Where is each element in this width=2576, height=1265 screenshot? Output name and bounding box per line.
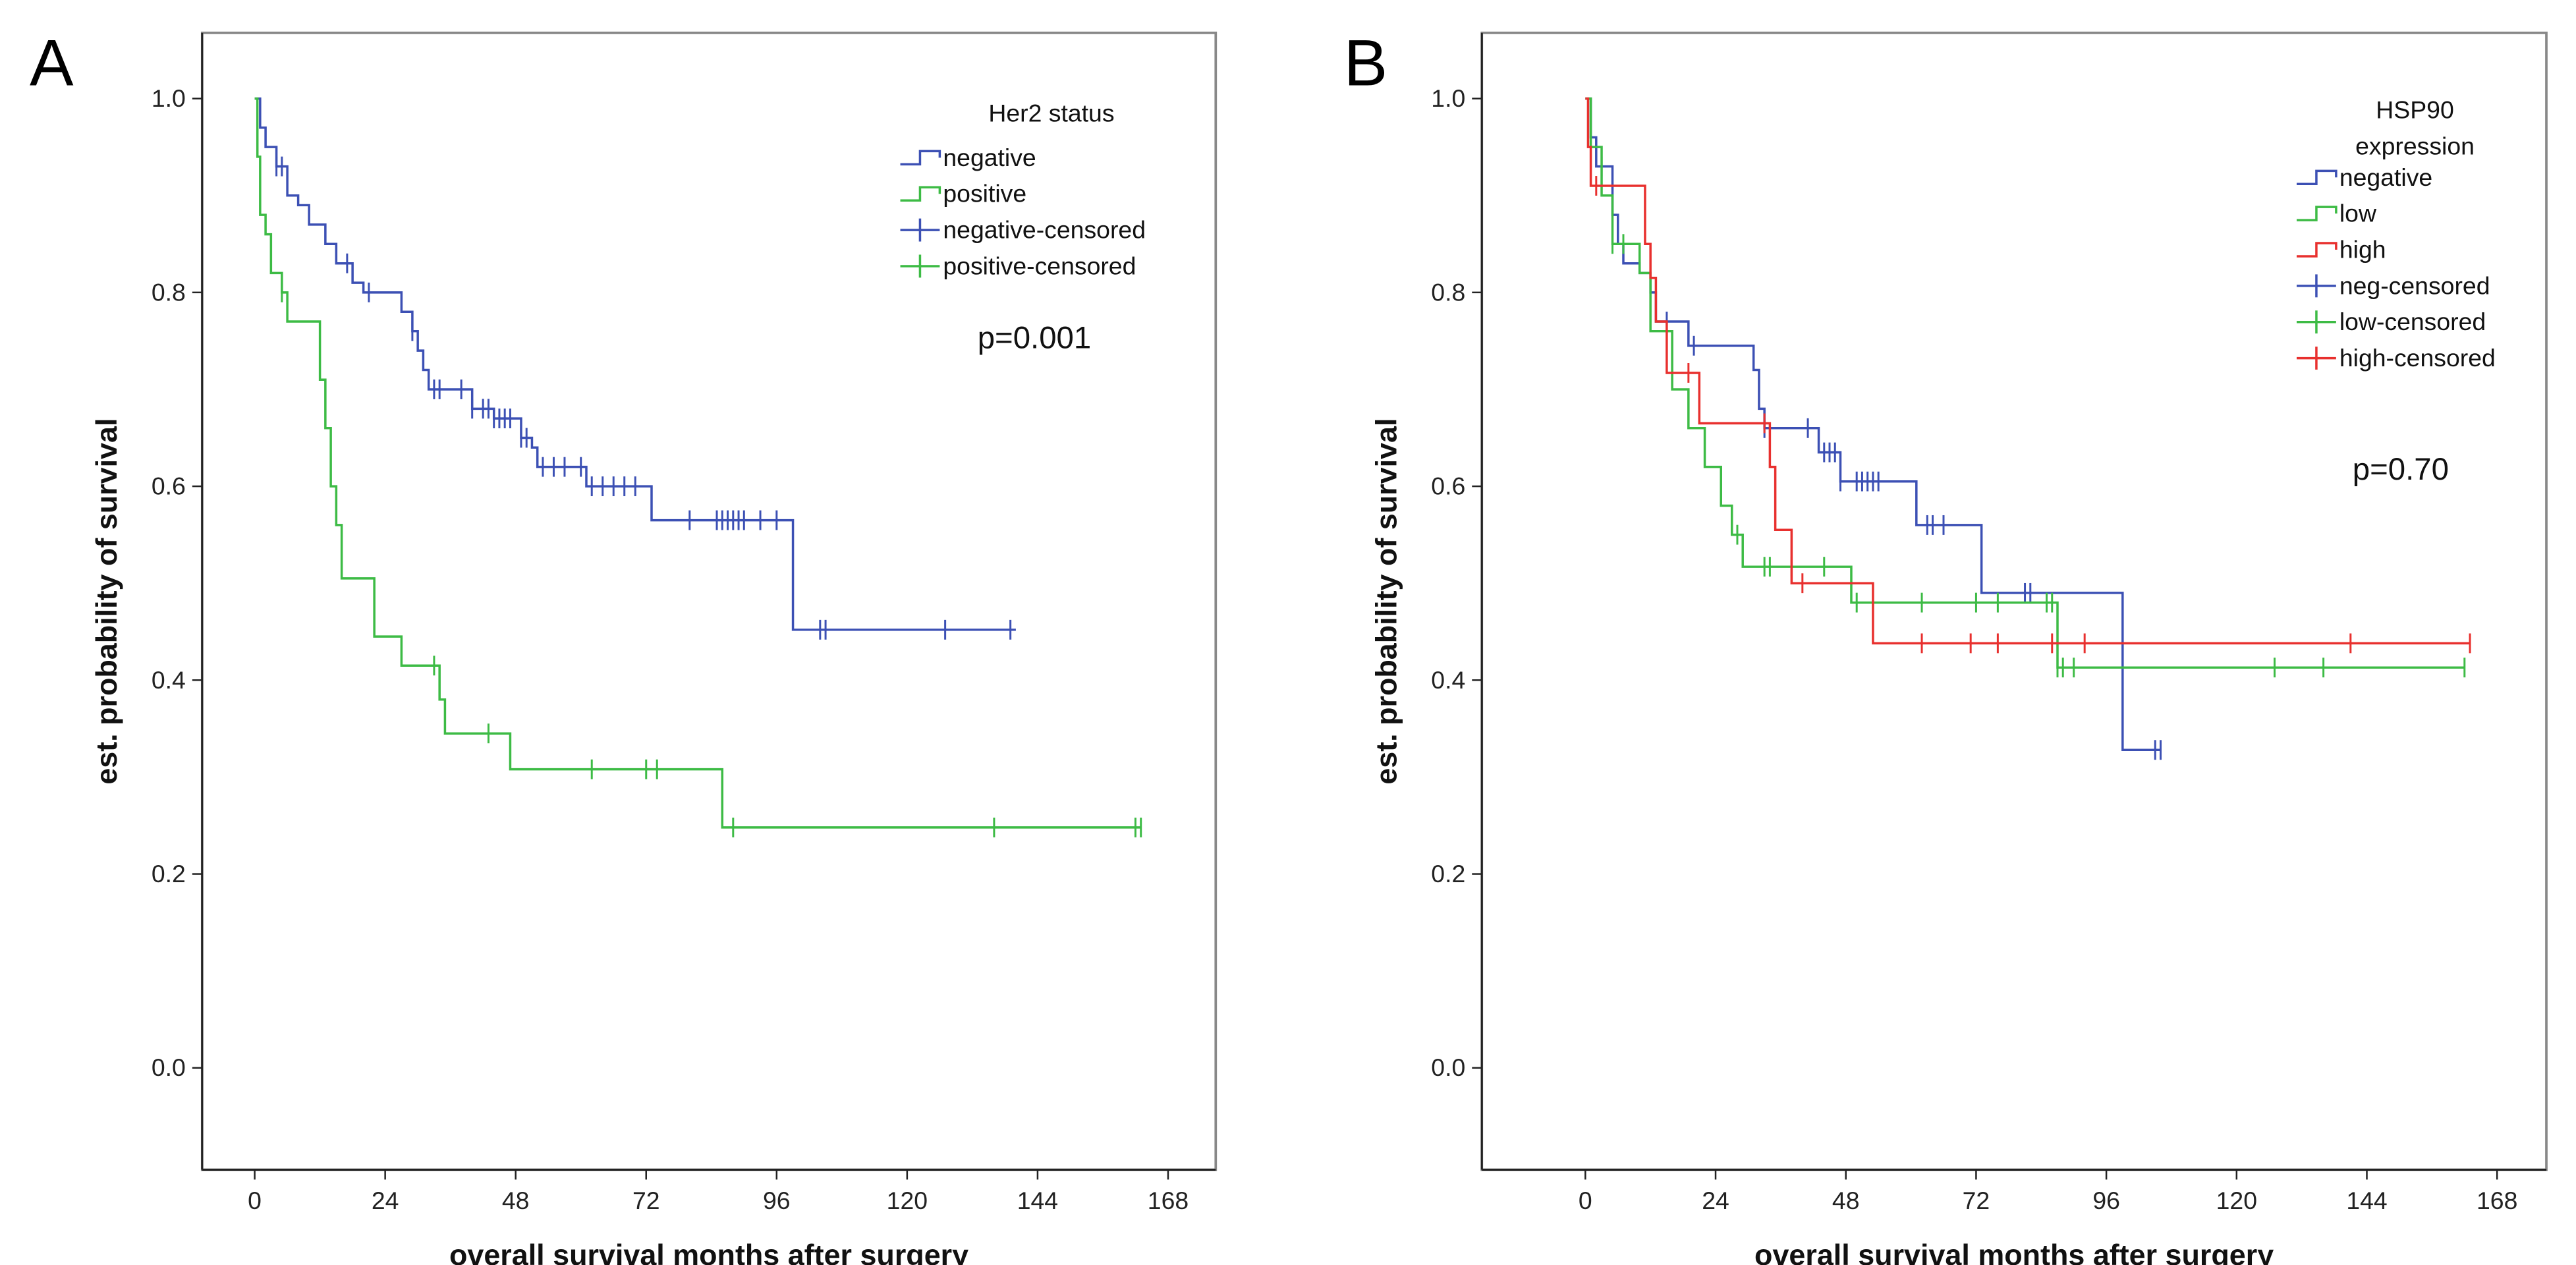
x-tick-label: 96 [2092, 1187, 2120, 1214]
y-tick-label: 0.4 [1431, 666, 1465, 694]
y-tick-label: 0.2 [1431, 860, 1465, 887]
legend-entry: high [2339, 235, 2386, 263]
p-value-annotation: p=0.001 [978, 321, 1092, 356]
legend-entry: positive-censored [943, 252, 1136, 279]
legend-step-icon [2297, 169, 2338, 186]
x-tick-label: 72 [1963, 1187, 1990, 1214]
x-axis-label: overall survival months after surgery [449, 1238, 968, 1265]
y-axis-label: est. probability of survival [1370, 418, 1403, 785]
legend-entry: low-censored [2339, 308, 2486, 335]
legend-step-icon [2297, 206, 2338, 221]
x-tick-label: 0 [1579, 1187, 1592, 1214]
survival-curve-positive [254, 97, 1141, 829]
legend-entry: neg-censored [2339, 271, 2490, 299]
legend-entry: negative [2339, 163, 2432, 191]
x-tick-label: 144 [1017, 1187, 1058, 1214]
panel-label: B [1344, 27, 1388, 100]
legend-step-icon [2297, 242, 2338, 258]
legend-title: expression [2355, 132, 2475, 159]
x-tick-label: 168 [2477, 1187, 2517, 1214]
y-tick-label: 0.2 [152, 860, 186, 887]
y-axis-label: est. probability of survival [90, 418, 123, 785]
y-tick-label: 0.0 [152, 1054, 186, 1081]
panel-b: B 0.0 0.2 0.4 0.6 0.8 1.0 0 24 48 72 96 120 144 168 ove… [1344, 27, 2548, 1265]
x-tick-label: 0 [248, 1187, 262, 1214]
legend-entry: negative [943, 144, 1036, 171]
legend-step-icon [900, 186, 941, 202]
x-tick-label: 48 [502, 1187, 530, 1214]
p-value-annotation: p=0.70 [2353, 452, 2449, 487]
plot-frame [1480, 32, 2548, 1171]
x-tick-label: 72 [632, 1187, 660, 1214]
legend-title: HSP90 [2376, 96, 2453, 124]
y-tick-label: 0.6 [152, 472, 186, 500]
legend-entry: negative-censored [943, 216, 1146, 244]
legend-step-icon [900, 150, 941, 166]
y-tick-label: 0.0 [1431, 1054, 1465, 1081]
x-tick-label: 120 [887, 1187, 928, 1214]
x-axis-label: overall survival months after surgery [1754, 1238, 2274, 1265]
plot-frame [200, 32, 1218, 1171]
legend-title: Her2 status [988, 99, 1114, 127]
survival-curve-low [1585, 97, 2465, 669]
x-tick-label: 168 [1148, 1187, 1189, 1214]
x-tick-label: 96 [763, 1187, 791, 1214]
x-tick-label: 144 [2346, 1187, 2387, 1214]
y-tick-label: 1.0 [1431, 84, 1465, 112]
x-tick-label: 120 [2216, 1187, 2257, 1214]
survival-curve-high [1585, 97, 2471, 645]
panel-a: A 0.0 0.2 0.4 0.6 0.8 1.0 0 24 48 72 96 120 144 168 ove… [30, 27, 1218, 1265]
panel-label: A [30, 27, 74, 100]
x-tick-label: 24 [372, 1187, 399, 1214]
x-tick-label: 24 [1702, 1187, 1729, 1214]
y-tick-label: 0.8 [152, 278, 186, 306]
y-tick-label: 1.0 [152, 84, 186, 112]
x-tick-label: 48 [1832, 1187, 1860, 1214]
y-tick-label: 0.8 [1431, 278, 1465, 306]
y-tick-label: 0.4 [152, 666, 186, 694]
y-tick-label: 0.6 [1431, 472, 1465, 500]
legend-entry: high-censored [2339, 344, 2496, 372]
legend-entry: low [2339, 200, 2377, 227]
legend-entry: positive [943, 180, 1026, 208]
